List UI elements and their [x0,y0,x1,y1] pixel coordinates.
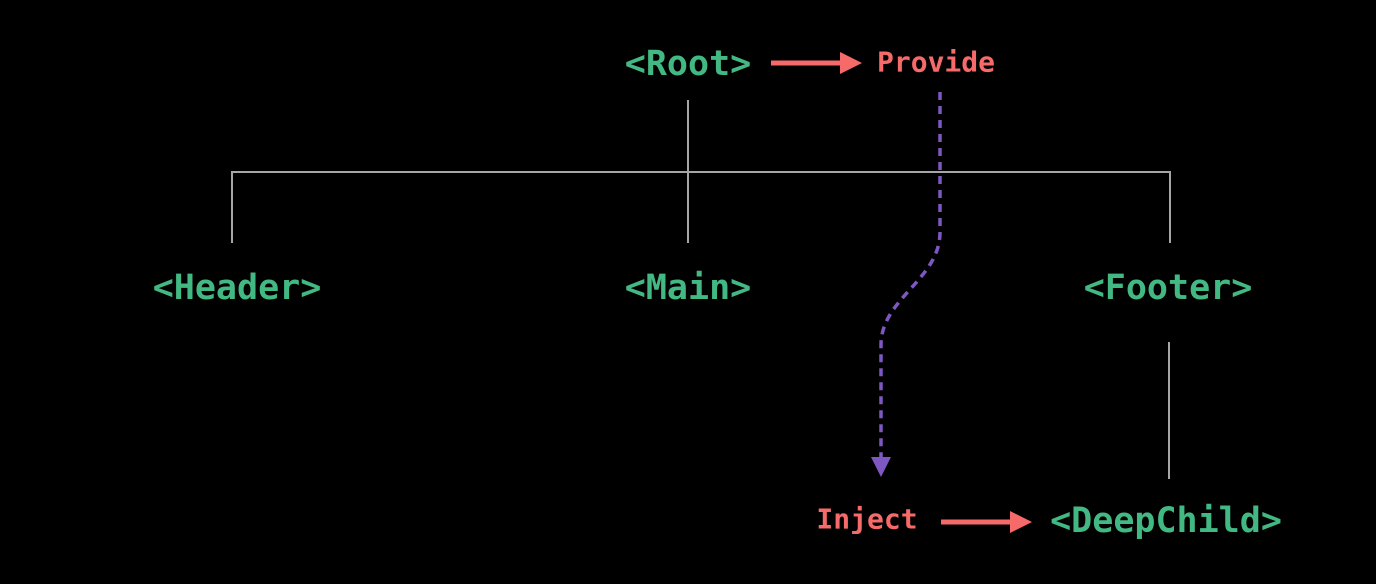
provide-arrow-head-icon [840,52,862,74]
provide-inject-flow-arrow-head-icon [871,457,891,477]
inject-annotation: Inject [816,502,918,536]
provide-inject-dashed-flow [879,92,942,458]
node-deepchild: <DeepChild> [1050,501,1282,541]
node-footer: <Footer> [1083,268,1253,308]
node-main: <Main> [624,268,752,308]
provide-annotation: Provide [876,45,996,79]
tree-edge-root-branches [231,171,1171,243]
node-header: <Header> [152,268,322,308]
inject-arrow-head-icon [1010,511,1032,533]
node-root: <Root> [624,44,752,84]
